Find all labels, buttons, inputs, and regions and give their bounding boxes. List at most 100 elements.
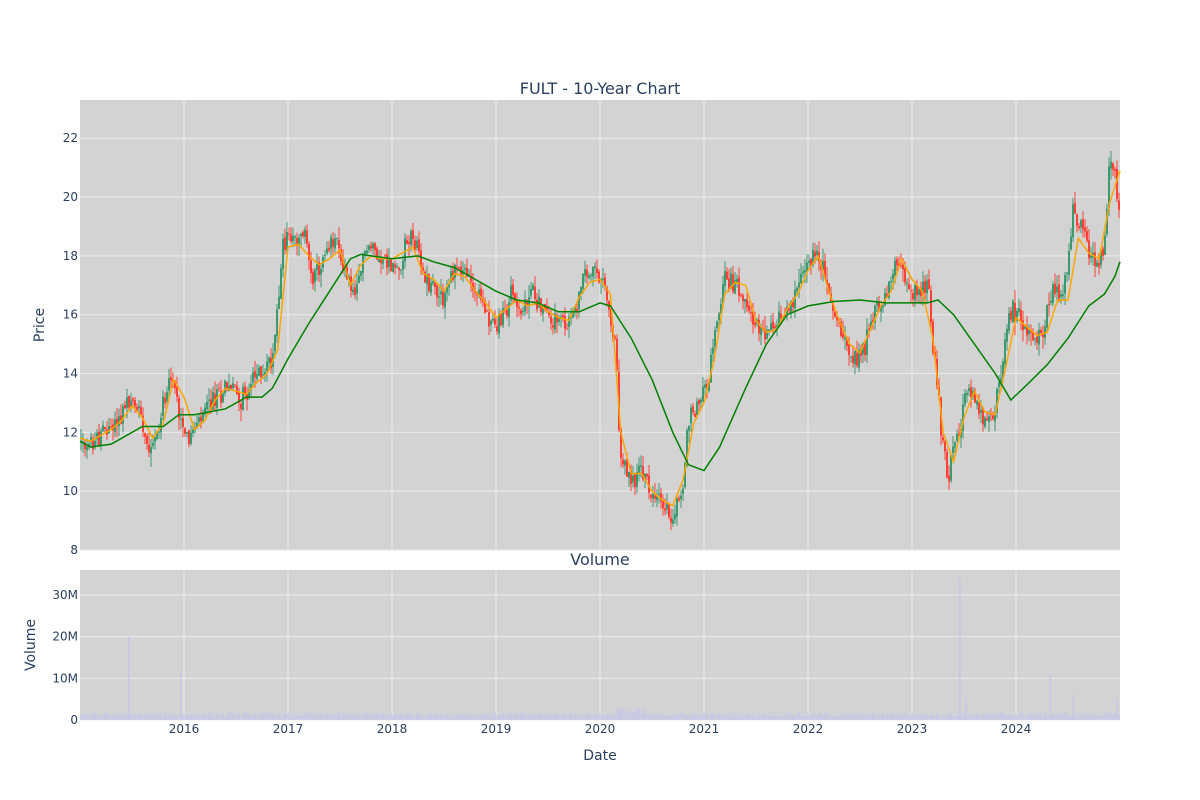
volume-bar <box>882 712 884 720</box>
volume-bar <box>136 716 138 720</box>
volume-bar <box>357 716 360 720</box>
volume-bar <box>974 713 976 720</box>
candle-body <box>126 397 128 408</box>
volume-bar <box>490 712 492 720</box>
candle-body <box>862 343 864 355</box>
volume-bar <box>1074 712 1076 720</box>
volume-bar <box>811 713 813 720</box>
volume-bar <box>717 713 719 720</box>
candle-body <box>760 326 762 336</box>
volume-bar <box>236 713 238 720</box>
candle-body <box>440 291 442 295</box>
volume-bar <box>1060 715 1062 720</box>
candle-body <box>496 326 498 332</box>
volume-bar <box>894 715 896 720</box>
volume-bar <box>178 714 180 720</box>
volume-bar <box>225 716 227 720</box>
candle-body <box>954 442 956 448</box>
volume-bar <box>369 713 372 720</box>
volume-bar <box>255 713 257 720</box>
candle-body <box>798 282 800 288</box>
volume-bar <box>579 715 581 720</box>
volume-bar <box>512 714 514 720</box>
volume-bar <box>438 715 440 720</box>
volume-bar <box>943 715 945 720</box>
candle-body <box>610 309 612 326</box>
candle-body <box>134 400 136 407</box>
candle-body <box>498 313 500 334</box>
candle-body <box>992 415 994 420</box>
volume-bar <box>204 714 207 720</box>
candle-body <box>1110 161 1112 169</box>
volume-bar <box>678 713 681 720</box>
candle-body <box>228 385 230 391</box>
volume-bar <box>996 712 999 720</box>
volume-bar <box>719 712 721 720</box>
volume-bar <box>206 715 208 720</box>
volume-bar <box>381 713 383 720</box>
candle-body <box>406 240 408 245</box>
volume-bar <box>248 712 250 720</box>
volume-bar <box>271 714 273 720</box>
volume-bar <box>421 715 424 720</box>
volume-bar <box>1063 712 1065 720</box>
volume-bar <box>707 715 709 720</box>
candle-body <box>298 237 300 246</box>
volume-bar <box>494 711 496 720</box>
volume-bar <box>128 636 130 720</box>
volume-bar <box>317 715 320 720</box>
candle-body <box>448 283 450 288</box>
volume-bar <box>375 712 377 720</box>
volume-bar <box>164 712 167 720</box>
volume-bar <box>221 712 223 720</box>
volume-y-tick-labels: 0 10M 20M 30M <box>52 588 78 727</box>
candle-body <box>856 352 858 366</box>
volume-bar <box>350 712 352 720</box>
candle-body <box>1058 284 1060 299</box>
volume-bar <box>983 714 985 720</box>
volume-bar <box>393 714 395 720</box>
candle-body <box>914 285 916 301</box>
volume-bar <box>833 716 835 720</box>
volume-bar <box>958 714 960 720</box>
volume-bar <box>609 713 611 720</box>
volume-bar <box>897 713 899 720</box>
volume-bar <box>188 715 190 720</box>
volume-bar <box>947 716 949 720</box>
volume-bar <box>316 713 318 720</box>
candle-body <box>264 372 266 375</box>
volume-bar <box>735 712 737 720</box>
candle-body <box>788 308 790 311</box>
volume-bar <box>1045 711 1048 720</box>
candle-body <box>984 417 986 427</box>
volume-bar <box>687 716 689 720</box>
candle-body <box>542 305 544 314</box>
volume-bar <box>329 716 331 720</box>
candle-body <box>588 275 590 279</box>
volume-bar <box>488 716 490 720</box>
candle-body <box>280 268 282 299</box>
candle-body <box>712 347 714 355</box>
volume-bar <box>228 712 230 720</box>
candle-body <box>870 321 872 329</box>
candle-body <box>538 296 540 308</box>
candle-body <box>564 316 566 329</box>
volume-bar <box>525 715 528 720</box>
volume-bar <box>1020 712 1022 720</box>
volume-bar <box>478 714 480 720</box>
volume-bar <box>457 714 459 720</box>
candle-body <box>664 508 666 511</box>
volume-bar <box>277 714 279 720</box>
candle-body <box>506 309 508 317</box>
candle-body <box>1020 309 1022 322</box>
candle-body <box>204 407 206 415</box>
candle-body <box>224 380 226 394</box>
candle-body <box>578 291 580 310</box>
volume-bar <box>442 714 444 720</box>
volume-bar <box>736 716 739 720</box>
candle-body <box>90 436 92 442</box>
candle-body <box>274 334 276 352</box>
volume-bar <box>714 714 716 720</box>
volume-bar <box>1105 712 1107 720</box>
candle-body <box>920 287 922 297</box>
